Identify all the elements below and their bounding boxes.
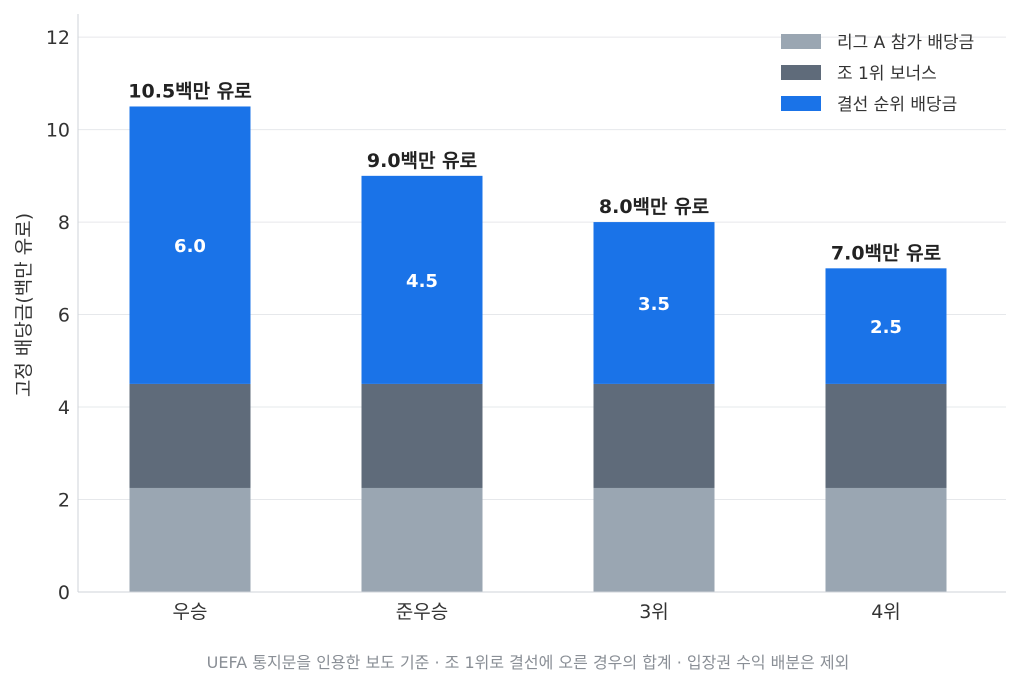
bars: 6.0 10.5백만 유로 4.5 9.0백만 유로 3.5 8.0백만 유로 2.5 7.0… (128, 80, 947, 592)
y-tick-label: 8 (58, 212, 70, 234)
bar-segment (129, 383, 251, 488)
legend-label: 리그 A 참가 배당금 (837, 33, 974, 53)
bar-segment (361, 383, 483, 488)
segment-value-label: 2.5 (870, 317, 902, 338)
x-tick-label: 준우승 (396, 601, 448, 623)
bar-segment (593, 383, 715, 488)
total-value-label: 8.0백만 유로 (599, 196, 709, 218)
bar-segment (593, 222, 715, 384)
legend-swatch (781, 96, 821, 111)
x-tick-label: 3위 (639, 601, 669, 623)
y-tick-label: 10 (46, 120, 70, 142)
y-tick-label: 2 (58, 490, 70, 512)
legend-swatch (781, 65, 821, 80)
x-tick-label: 4위 (871, 601, 901, 623)
bar-segment (129, 487, 251, 592)
x-tick-label: 우승 (173, 601, 208, 623)
legend-label: 조 1위 보너스 (837, 64, 937, 84)
y-axis: 0 2 4 6 8 10 12 (46, 14, 79, 604)
total-value-label: 10.5백만 유로 (128, 80, 251, 102)
legend-label: 결선 순위 배당금 (837, 95, 957, 115)
total-value-label: 9.0백만 유로 (367, 150, 477, 172)
total-value-label: 7.0백만 유로 (831, 242, 941, 264)
x-axis: 우승 준우승 3위 4위 (78, 591, 1006, 623)
legend-swatch (781, 34, 821, 49)
y-axis-label: 고정 배당금(백만 유로) (13, 213, 35, 397)
y-tick-label: 4 (58, 397, 70, 419)
y-tick-label: 0 (58, 582, 70, 604)
bar-segment (825, 383, 947, 488)
segment-value-label: 6.0 (174, 236, 206, 257)
segment-value-label: 4.5 (406, 271, 438, 292)
bar-segment (825, 268, 947, 384)
y-tick-label: 12 (46, 27, 70, 49)
bar-segment (361, 175, 483, 384)
footnote: UEFA 통지문을 인용한 보도 기준 · 조 1위로 결선에 오른 경우의 합… (207, 653, 850, 672)
bar-segment (825, 487, 947, 592)
segment-value-label: 3.5 (638, 294, 670, 315)
bar-segment (361, 487, 483, 592)
bar-segment (593, 487, 715, 592)
y-tick-label: 6 (58, 305, 70, 327)
bar-segment (129, 106, 251, 384)
